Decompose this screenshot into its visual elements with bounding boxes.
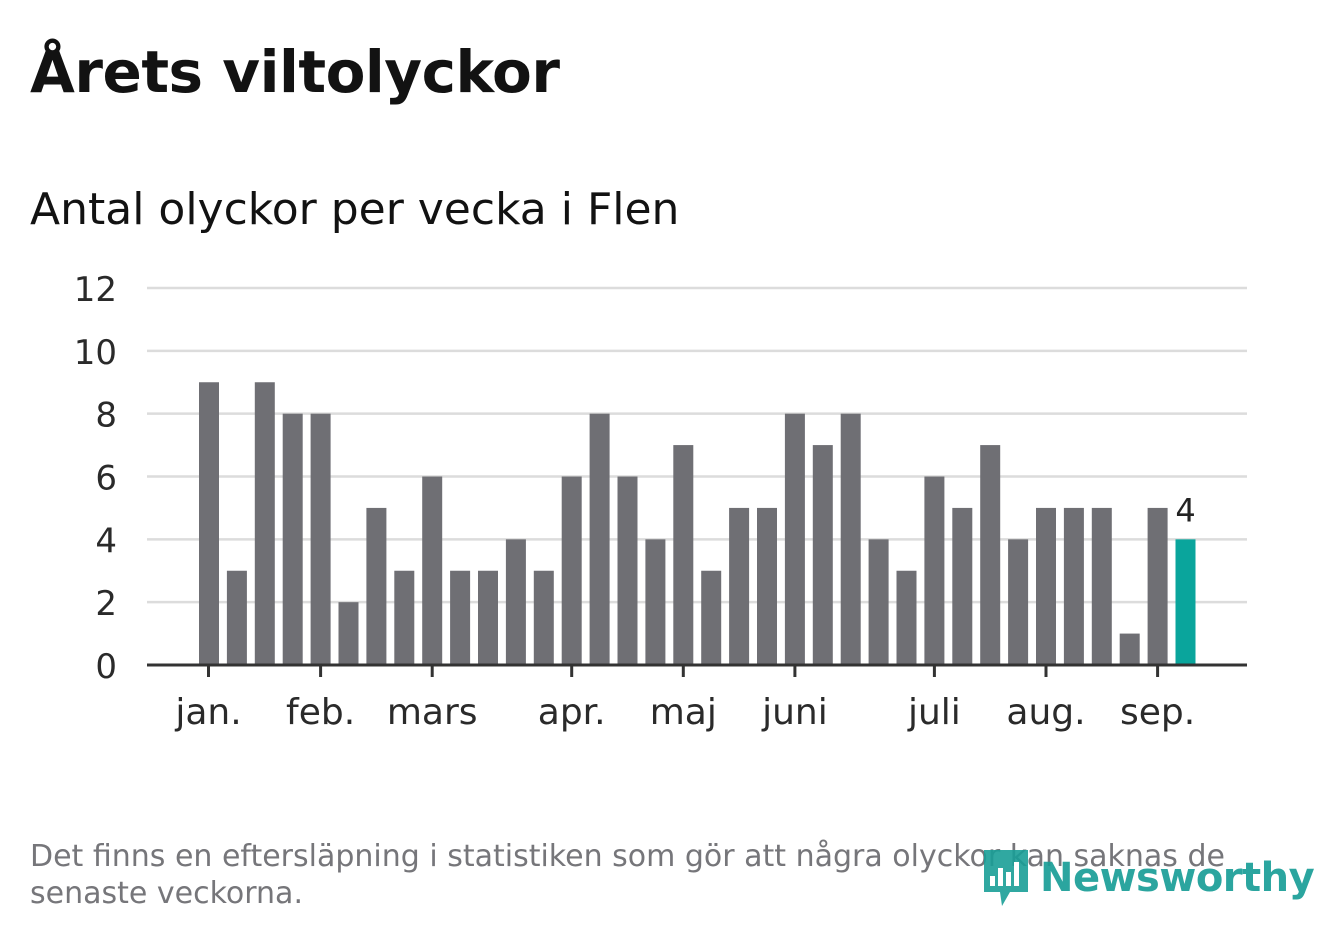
bar xyxy=(1147,507,1168,665)
bar xyxy=(701,570,722,665)
bar xyxy=(645,539,666,665)
bar xyxy=(1063,507,1084,665)
y-tick-label: 12 xyxy=(74,270,117,310)
newsworthy-logo: Newsworthy xyxy=(980,846,1315,910)
y-tick-label: 8 xyxy=(95,396,117,436)
bar xyxy=(673,445,694,665)
bar xyxy=(561,476,582,665)
bar xyxy=(1036,507,1056,665)
x-tick-label: feb. xyxy=(286,692,355,733)
bar xyxy=(422,476,443,665)
bar xyxy=(533,570,554,665)
bar xyxy=(1008,539,1029,665)
bar xyxy=(952,507,973,665)
y-tick-label: 0 xyxy=(95,647,117,687)
bar-chart-pin-icon xyxy=(984,850,1028,906)
x-tick-label: mars xyxy=(387,692,478,733)
bar xyxy=(394,570,415,665)
x-tick-label: aug. xyxy=(1006,692,1085,733)
bar xyxy=(505,539,526,665)
x-tick-label: sep. xyxy=(1120,692,1195,733)
bar-highlight xyxy=(1175,539,1196,665)
y-tick-label: 2 xyxy=(95,584,117,624)
bar xyxy=(840,413,861,665)
bar xyxy=(282,413,303,665)
y-tick-label: 4 xyxy=(95,521,117,561)
bar xyxy=(1091,507,1112,665)
x-axis-ticks: jan. feb. mars apr. maj juni juli aug. sep. xyxy=(174,665,1195,733)
bars xyxy=(199,382,1196,665)
bar xyxy=(366,507,387,665)
bar-chart: 0 2 4 6 8 10 12 jan. feb. mars apr. maj juni juli aug… xyxy=(74,270,1247,733)
x-tick-label: apr. xyxy=(538,692,606,733)
bar xyxy=(338,602,359,665)
bar xyxy=(757,507,777,665)
data-label-highlight: 4 xyxy=(1175,491,1195,529)
bar xyxy=(450,570,471,665)
data-labels: 4 xyxy=(1175,491,1195,529)
bar xyxy=(784,413,805,665)
bar xyxy=(896,570,917,665)
bar xyxy=(812,445,833,665)
bar xyxy=(617,476,638,665)
y-axis-ticks: 0 2 4 6 8 10 12 xyxy=(74,270,117,687)
bar xyxy=(589,413,610,665)
y-tick-label: 10 xyxy=(74,333,117,373)
x-tick-label: juli xyxy=(907,692,961,733)
chart-subtitle: Antal olyckor per vecka i Flen xyxy=(30,184,680,235)
x-tick-label: maj xyxy=(650,692,717,733)
bar xyxy=(254,382,275,665)
bar xyxy=(924,476,945,665)
bar xyxy=(868,539,889,665)
chart-title: Årets viltolyckor xyxy=(30,38,560,106)
bar xyxy=(199,382,219,665)
y-tick-label: 6 xyxy=(95,459,117,499)
bar xyxy=(1119,633,1140,665)
bar xyxy=(226,570,247,665)
x-tick-label: juni xyxy=(761,692,828,733)
bar xyxy=(478,570,498,665)
x-tick-label: jan. xyxy=(174,692,241,733)
logo-text: Newsworthy xyxy=(1040,855,1315,901)
bar xyxy=(980,445,1001,665)
bar xyxy=(729,507,750,665)
bar xyxy=(310,413,331,665)
